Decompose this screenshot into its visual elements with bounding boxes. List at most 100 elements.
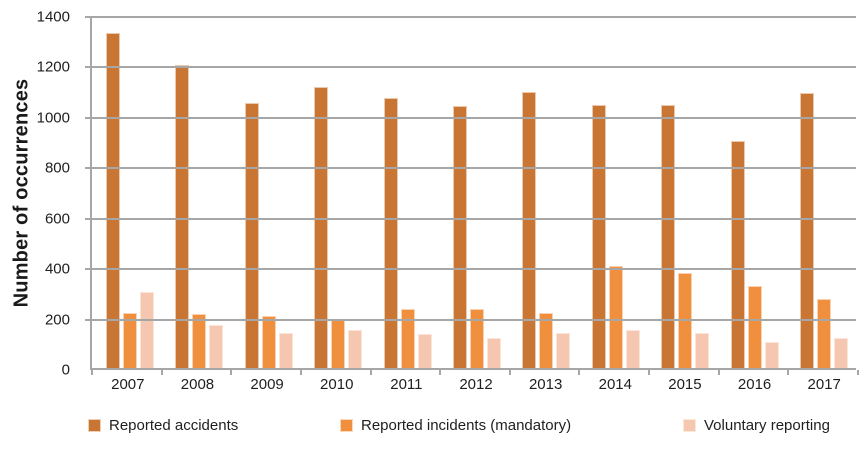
- x-axis-tick: [508, 370, 511, 375]
- bar-voluntary-reporting-2007: [139, 292, 154, 368]
- bar-reported-incidents-mandatory-2014: [608, 265, 623, 368]
- bar-group-2010: [303, 17, 372, 368]
- x-axis-tick-label-2015: 2015: [668, 376, 702, 393]
- x-axis-tick-label-2016: 2016: [737, 376, 772, 393]
- y-axis-tick-label: 0: [61, 361, 70, 379]
- x-axis-tick-label-2012: 2012: [459, 376, 493, 393]
- gridline-1000: [92, 116, 856, 119]
- bar-reported-incidents-mandatory-2012: [469, 308, 484, 368]
- x-axis-tick: [299, 370, 302, 375]
- x-axis-tick-label-2010: 2010: [320, 376, 354, 393]
- bar-reported-incidents-mandatory-2008: [192, 313, 207, 368]
- x-axis-tick-label-2007: 2007: [111, 376, 145, 393]
- x-axis-tick-label-2017: 2017: [807, 376, 841, 393]
- bar-reported-accidents-2010: [314, 86, 329, 368]
- gridline-600: [92, 217, 856, 220]
- y-axis-tick-label: 1000: [36, 109, 70, 127]
- bar-group-2012: [442, 17, 511, 368]
- y-axis-tick: [85, 66, 92, 69]
- y-axis-tick: [85, 318, 92, 321]
- x-axis-tick-labels: 2007 2008 2009 2010 2011 2012 2013 2014 2015 2016…: [90, 376, 856, 393]
- bar-reported-accidents-2011: [383, 98, 398, 368]
- bar-reported-incidents-mandatory-2017: [817, 298, 832, 368]
- y-axis-tick: [85, 217, 92, 220]
- legend-swatch-icon: [88, 418, 101, 432]
- bar-reported-incidents-mandatory-2015: [678, 273, 693, 368]
- bar-reported-accidents-2014: [591, 104, 606, 368]
- legend-label: Reported incidents (mandatory): [361, 416, 572, 434]
- bar-voluntary-reporting-2014: [625, 330, 640, 368]
- gridline-400: [92, 268, 856, 271]
- bar-group-2013: [512, 17, 581, 368]
- legend-item-reported-incidents-mandatory: Reported incidents (mandatory): [340, 412, 571, 438]
- bar-reported-accidents-2016: [730, 141, 745, 368]
- bar-reported-incidents-mandatory-2010: [331, 320, 346, 368]
- y-axis-tick-label: 1200: [36, 58, 70, 76]
- x-axis-tick: [717, 370, 720, 375]
- bar-reported-incidents-mandatory-2011: [400, 308, 415, 368]
- legend-label: Voluntary reporting: [704, 416, 830, 434]
- bar-voluntary-reporting-2011: [417, 333, 432, 368]
- bar-reported-incidents-mandatory-2016: [747, 286, 762, 368]
- legend-item-voluntary-reporting: Voluntary reporting: [683, 412, 830, 438]
- bar-reported-incidents-mandatory-2007: [122, 312, 137, 368]
- x-axis-tick-label-2008: 2008: [180, 376, 215, 393]
- bar-group-2015: [651, 17, 720, 368]
- bar-reported-accidents-2015: [661, 104, 676, 368]
- bar-reported-accidents-2009: [244, 103, 259, 368]
- bar-group-2009: [234, 17, 303, 368]
- bar-voluntary-reporting-2009: [278, 332, 293, 368]
- y-axis-tick-label: 200: [44, 311, 70, 329]
- x-axis-tick: [230, 370, 233, 375]
- y-axis-tick: [85, 167, 92, 170]
- bar-reported-accidents-2012: [452, 105, 467, 368]
- x-axis-tick: [91, 370, 93, 375]
- x-axis-tick-label-2011: 2011: [390, 376, 423, 393]
- bar-reported-accidents-2017: [800, 93, 815, 368]
- y-axis-tick: [85, 16, 92, 18]
- bar-group-2014: [581, 17, 650, 368]
- x-axis-tick-label-2014: 2014: [598, 376, 632, 393]
- x-axis-tick-label-2013: 2013: [528, 376, 563, 393]
- y-axis-tick-label: 400: [44, 260, 70, 278]
- bar-reported-accidents-2013: [522, 91, 537, 368]
- y-axis-tick: [85, 116, 92, 119]
- x-axis-tick: [787, 370, 790, 375]
- bar-voluntary-reporting-2012: [486, 337, 501, 368]
- legend-label: Reported accidents: [109, 416, 239, 434]
- gridline-1400: [92, 16, 856, 18]
- y-axis-tick-label: 600: [44, 210, 70, 228]
- y-axis-tick-label: 1400: [36, 8, 70, 26]
- bar-reported-incidents-mandatory-2013: [539, 312, 554, 368]
- x-axis-tick: [857, 370, 859, 375]
- bar-voluntary-reporting-2017: [834, 337, 849, 368]
- gridline-800: [92, 167, 856, 170]
- bar-voluntary-reporting-2010: [348, 330, 363, 368]
- bar-reported-accidents-2007: [105, 32, 120, 368]
- legend-swatch-icon: [340, 418, 353, 432]
- bar-group-2007: [95, 17, 164, 368]
- y-axis-tick-labels: 0 200 400 600 800 1000 1200 1400: [0, 9, 80, 379]
- bar-group-2008: [164, 17, 233, 368]
- bar-voluntary-reporting-2016: [764, 341, 779, 368]
- x-axis-tick-label-2009: 2009: [250, 376, 284, 393]
- gridline-200: [92, 318, 856, 321]
- bar-voluntary-reporting-2013: [556, 332, 571, 368]
- y-axis-tick: [85, 268, 92, 271]
- bar-groups: [92, 17, 856, 368]
- bar-group-2017: [790, 17, 859, 368]
- bar-group-2016: [720, 17, 789, 368]
- plot-area: [85, 16, 859, 375]
- x-axis-tick: [439, 370, 442, 375]
- legend-item-reported-accidents: Reported accidents: [88, 412, 238, 438]
- x-axis-tick: [369, 370, 372, 375]
- bar-voluntary-reporting-2008: [209, 325, 224, 368]
- legend-swatch-icon: [683, 418, 696, 432]
- legend: Reported accidents Reported incidents (ma…: [0, 412, 864, 442]
- y-axis-tick-label: 800: [44, 159, 70, 177]
- bar-reported-accidents-2008: [175, 65, 190, 368]
- x-axis-tick: [648, 370, 651, 375]
- bar-voluntary-reporting-2015: [695, 332, 710, 368]
- bar-reported-incidents-mandatory-2009: [261, 316, 276, 368]
